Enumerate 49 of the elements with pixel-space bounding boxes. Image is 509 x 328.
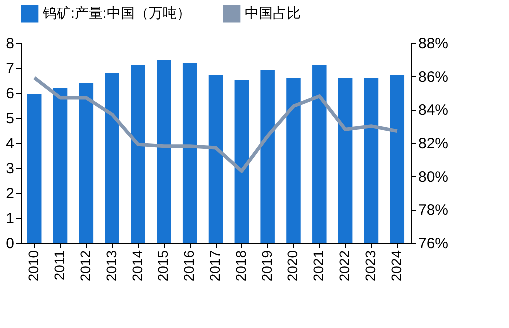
y2-tick-label: 84% xyxy=(418,102,449,120)
line-series xyxy=(32,76,400,174)
y-tick-label: 8 xyxy=(6,36,14,52)
y-tick-label: 1 xyxy=(6,210,14,228)
bar xyxy=(208,76,224,243)
x-tick-label: 2020 xyxy=(284,250,301,282)
x-tick-label: 2021 xyxy=(310,250,327,282)
y2-tick-label: 80% xyxy=(418,168,449,186)
bar xyxy=(53,88,68,243)
x-tick-label: 2018 xyxy=(232,250,249,282)
legend-label: 中国占比 xyxy=(245,5,301,22)
legend-label: 钨矿:产量:中国（万吨） xyxy=(42,5,191,22)
y-tick-label: 5 xyxy=(6,110,14,128)
x-tick-label: 2010 xyxy=(26,250,42,282)
x-tick-label: 2013 xyxy=(103,250,120,282)
y-tick-label: 3 xyxy=(6,160,14,178)
bar xyxy=(157,60,172,243)
bar xyxy=(260,70,275,243)
bar xyxy=(286,78,301,243)
y-tick-label: 6 xyxy=(6,86,14,102)
y2-tick-label: 86% xyxy=(418,68,449,86)
x-tick-label: 2017 xyxy=(207,250,223,282)
y2-tick-label: 78% xyxy=(418,202,449,220)
y-tick-label: 7 xyxy=(6,60,14,78)
x-tick-label: 2023 xyxy=(362,250,378,282)
y2-tick-label: 82% xyxy=(418,136,449,152)
x-tick-label: 2019 xyxy=(258,250,275,282)
x-tick-label: 2014 xyxy=(129,250,146,282)
y2-tick-label: 88% xyxy=(418,36,449,52)
bar xyxy=(105,73,120,243)
bar xyxy=(131,66,146,243)
bar xyxy=(338,78,353,243)
bar xyxy=(79,83,94,243)
bar xyxy=(312,66,327,243)
y-tick-label: 4 xyxy=(6,136,14,152)
y-tick-label: 0 xyxy=(6,236,14,252)
bar xyxy=(27,94,42,243)
x-tick-label: 2015 xyxy=(155,250,172,282)
bar xyxy=(182,63,198,243)
bar xyxy=(390,76,405,243)
x-tick-label: 2024 xyxy=(388,250,404,282)
x-tick-label: 2022 xyxy=(336,250,353,282)
x-tick-label: 2011 xyxy=(52,250,68,281)
bar xyxy=(234,80,250,243)
y-tick-label: 2 xyxy=(6,186,14,202)
x-tick-label: 2012 xyxy=(77,250,94,282)
y2-tick-label: 76% xyxy=(418,236,449,252)
bar xyxy=(364,78,379,243)
x-tick-label: 2016 xyxy=(181,250,198,282)
